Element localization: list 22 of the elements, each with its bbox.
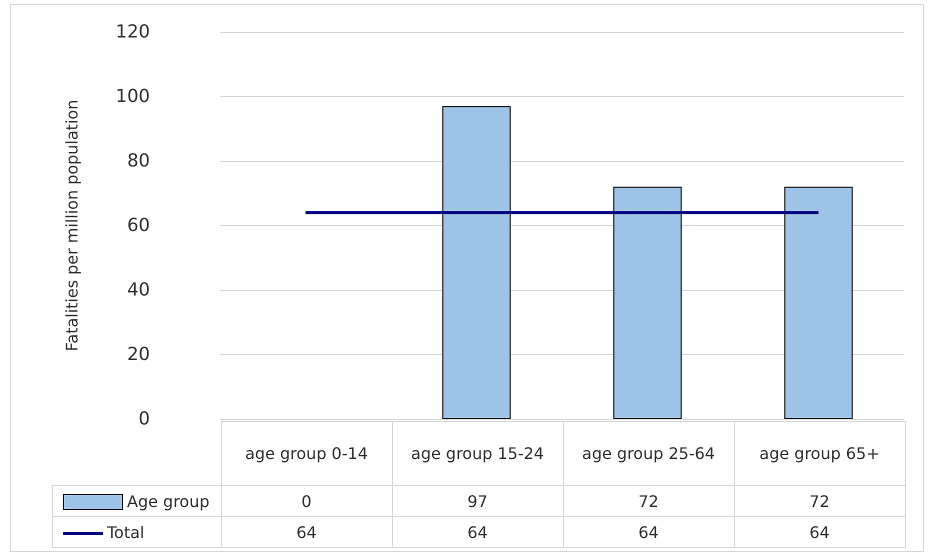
legend-label: Age group <box>52 486 221 516</box>
y-tick-label: 20 <box>127 344 150 365</box>
data-label: 72 <box>734 486 905 516</box>
data-label: 64 <box>563 516 734 548</box>
y-tick-label: 120 <box>116 22 150 42</box>
data-label: 64 <box>392 516 563 548</box>
x-tick-label: age group 65+ <box>734 422 905 486</box>
data-label: 64 <box>221 516 392 548</box>
data-label: 64 <box>734 516 905 548</box>
x-tick-label: age group 25-64 <box>563 422 734 486</box>
data-label: 72 <box>563 486 734 516</box>
y-tick-label: 40 <box>127 280 150 300</box>
y-tick-label: 100 <box>116 86 150 107</box>
y-tick-label: 60 <box>127 215 150 236</box>
y-tick-label: 80 <box>127 150 150 172</box>
data-label: 0 <box>221 486 392 516</box>
x-tick-label: age group 0-14 <box>221 422 392 486</box>
x-tick-label: age group 15-24 <box>392 422 563 486</box>
y-tick-label: 0 <box>138 408 150 430</box>
legend-label: Total <box>52 516 221 548</box>
data-label: 97 <box>392 486 563 516</box>
y-axis-title: Fatalities per million population <box>62 100 82 352</box>
